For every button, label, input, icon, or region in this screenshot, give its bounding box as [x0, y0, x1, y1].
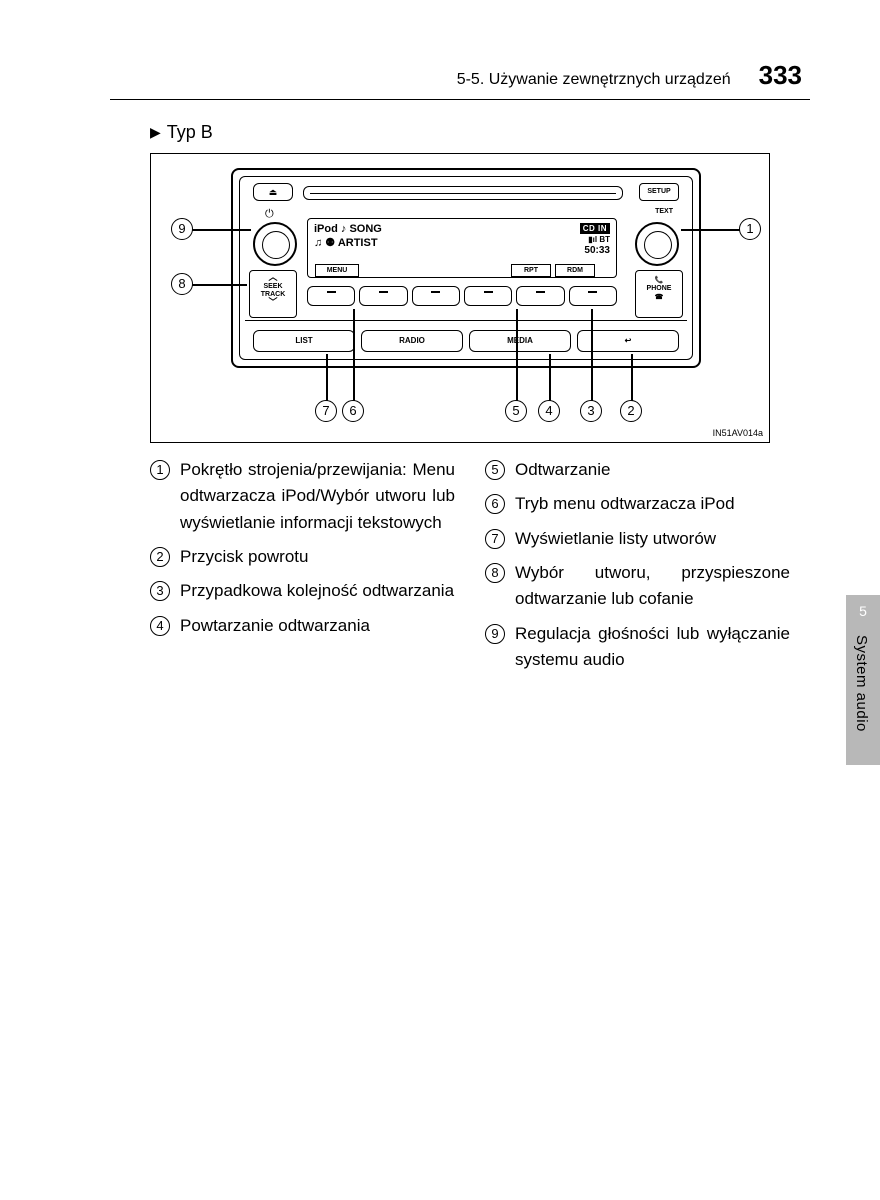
- legend-item-8: 8 Wybór utworu, przyspieszone odtwarzani…: [485, 560, 790, 613]
- display-line1: iPod ♪ SONG: [314, 223, 610, 235]
- rdm-button: RDM: [555, 264, 595, 277]
- preset-6: [569, 286, 617, 306]
- legend-num: 1: [150, 460, 170, 480]
- display-line2: ♫ ⚉ ARTIST: [314, 236, 610, 249]
- bottom-button-row: LIST RADIO MEDIA ↩: [253, 330, 679, 352]
- callout-line: [326, 354, 328, 402]
- power-icon: ⏻: [265, 208, 274, 221]
- legend-text: Wyświetlanie listy utworów: [515, 526, 790, 552]
- cd-slot: [303, 186, 623, 200]
- legend-item-7: 7 Wyświetlanie listy utworów: [485, 526, 790, 552]
- diagram-code: IN51AV014a: [713, 428, 763, 438]
- legend-text: Wybór utworu, przyspieszone odtwarzanie …: [515, 560, 790, 613]
- eject-button: ⏏: [253, 183, 293, 201]
- legend-num: 6: [485, 494, 505, 514]
- callout-2: 2: [620, 400, 642, 422]
- callout-line: [353, 309, 355, 402]
- legend-text: Tryb menu odtwarzacza iPod: [515, 491, 790, 517]
- legend-num: 4: [150, 616, 170, 636]
- legend-num: 9: [485, 624, 505, 644]
- page-number: 333: [759, 60, 802, 91]
- legend-num: 7: [485, 529, 505, 549]
- preset-row: [307, 286, 617, 306]
- page: 5-5. Używanie zewnętrznych urządzeń 333 …: [0, 0, 880, 1200]
- legend-text: Pokrętło strojenia/przewijania: Menu odt…: [180, 457, 455, 536]
- diagram-frame: IN51AV014a 9 8 1 7 6 5 4 3 2 ⏏ SETUP ⏻ T…: [150, 153, 770, 443]
- radio-unit: ⏏ SETUP ⏻ TEXT iPod ♪ SONG ♫ ⚉ ARTIST CD…: [231, 168, 701, 368]
- callout-3: 3: [580, 400, 602, 422]
- callout-line: [591, 309, 593, 402]
- side-tab: 5 System audio: [846, 595, 880, 765]
- phone-up-icon: 📞: [636, 277, 682, 285]
- time-indicator: 50:33: [584, 245, 610, 256]
- menu-button: MENU: [315, 264, 359, 277]
- tune-knob: [635, 222, 679, 266]
- legend-text: Powtarzanie odtwarzania: [180, 613, 455, 639]
- legend-item-4: 4 Powtarzanie odtwarzania: [150, 613, 455, 639]
- section-title: 5-5. Używanie zewnętrznych urządzeń: [457, 71, 731, 89]
- side-tab-number: 5: [846, 595, 880, 619]
- list-button: LIST: [253, 330, 355, 352]
- rpt-button: RPT: [511, 264, 551, 277]
- legend-text: Regulacja głośności lub wyłączanie syste…: [515, 621, 790, 674]
- callout-9: 9: [171, 218, 193, 240]
- callout-line: [191, 229, 251, 231]
- callout-line: [549, 354, 551, 402]
- callout-7: 7: [315, 400, 337, 422]
- callout-6: 6: [342, 400, 364, 422]
- down-arrow-icon: ﹀: [250, 298, 296, 308]
- legend-text: Przypadkowa kolejność odtwarzania: [180, 578, 455, 604]
- page-header: 5-5. Używanie zewnętrznych urządzeń 333: [110, 60, 810, 91]
- legend-item-1: 1 Pokrętło strojenia/przewijania: Menu o…: [150, 457, 455, 536]
- volume-knob: [253, 222, 297, 266]
- legend-item-3: 3 Przypadkowa kolejność odtwarzania: [150, 578, 455, 604]
- legend-left-col: 1 Pokrętło strojenia/przewijania: Menu o…: [150, 457, 455, 681]
- preset-5: [516, 286, 564, 306]
- phone-button: 📞 PHONE ☎: [635, 270, 683, 318]
- legend: 1 Pokrętło strojenia/przewijania: Menu o…: [150, 457, 790, 681]
- callout-line: [191, 284, 247, 286]
- legend-item-9: 9 Regulacja głośności lub wyłączanie sys…: [485, 621, 790, 674]
- type-label-text: Typ B: [167, 122, 213, 142]
- callout-line: [516, 309, 518, 402]
- media-button: MEDIA: [469, 330, 571, 352]
- radio-button: RADIO: [361, 330, 463, 352]
- bottom-divider: [245, 320, 687, 321]
- callout-line: [681, 229, 741, 231]
- legend-item-6: 6 Tryb menu odtwarzacza iPod: [485, 491, 790, 517]
- arrow-icon: ▶: [150, 124, 161, 141]
- cdin-indicator: CD IN: [580, 223, 610, 234]
- phone-label: PHONE: [636, 285, 682, 293]
- callout-line: [631, 354, 633, 402]
- legend-num: 3: [150, 581, 170, 601]
- header-divider: [110, 99, 810, 100]
- legend-right-col: 5 Odtwarzanie 6 Tryb menu odtwarzacza iP…: [485, 457, 790, 681]
- legend-num: 8: [485, 563, 505, 583]
- seek-label: SEEKTRACK: [250, 283, 296, 298]
- bt-indicator: ▮ıl BT: [588, 235, 610, 244]
- phone-down-icon: ☎: [636, 294, 682, 302]
- seek-track-button: ︿ SEEKTRACK ﹀: [249, 270, 297, 318]
- callout-1: 1: [739, 218, 761, 240]
- up-arrow-icon: ︿: [250, 273, 296, 283]
- type-heading: ▶ Typ B: [150, 122, 810, 143]
- callout-5: 5: [505, 400, 527, 422]
- setup-button: SETUP: [639, 183, 679, 201]
- preset-3: [412, 286, 460, 306]
- legend-item-2: 2 Przycisk powrotu: [150, 544, 455, 570]
- preset-2: [359, 286, 407, 306]
- legend-num: 2: [150, 547, 170, 567]
- callout-4: 4: [538, 400, 560, 422]
- text-label: TEXT: [655, 208, 673, 215]
- cd-slot-line: [310, 193, 616, 194]
- preset-1: [307, 286, 355, 306]
- legend-num: 5: [485, 460, 505, 480]
- preset-4: [464, 286, 512, 306]
- legend-text: Przycisk powrotu: [180, 544, 455, 570]
- callout-8: 8: [171, 273, 193, 295]
- legend-item-5: 5 Odtwarzanie: [485, 457, 790, 483]
- side-tab-label: System audio: [853, 635, 870, 732]
- legend-text: Odtwarzanie: [515, 457, 790, 483]
